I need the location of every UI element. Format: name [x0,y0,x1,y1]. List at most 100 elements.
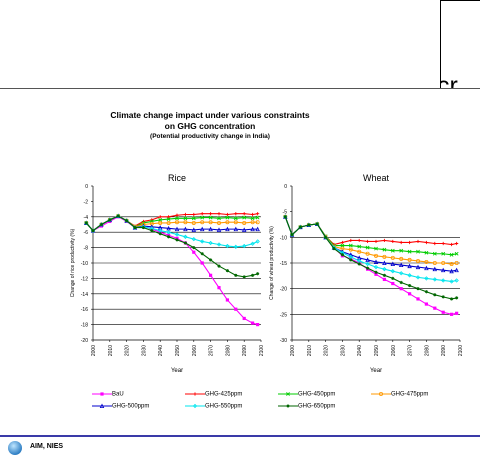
series-point-1-2-14 [399,248,404,253]
x-axis-label-0: Year [171,368,183,374]
series-point-1-0-21 [455,311,459,315]
series-point-0-1-10 [167,215,171,219]
x-tick-label-0-1: 2010 [108,345,114,356]
slide [0,88,480,462]
legend-label: BaU [112,391,124,398]
x-tick-label-1-10: 2100 [458,345,464,356]
series-point-0-0-13 [192,250,196,254]
series-point-1-6-14 [399,280,403,285]
series-point-1-3-20 [449,262,454,267]
title-subtitle: (Potential productivity change in India) [150,133,270,140]
legend-swatch-marker [192,403,198,409]
series-point-1-4-12 [382,260,387,266]
series-point-0-6-15 [209,258,213,262]
series-point-1-5-10 [365,261,370,267]
series-point-1-5-14 [399,271,404,276]
series-point-0-6-12 [183,241,187,245]
series-point-1-0-11 [374,272,378,276]
series-point-1-5-18 [432,277,437,282]
series-point-1-0-18 [433,306,437,310]
legend-swatch-marker [100,392,104,396]
series-point-0-2-10 [166,217,171,222]
series-point-1-6-2 [298,225,302,229]
series-point-1-6-16 [416,287,420,291]
y-tick-label-1-6: -30 [280,338,287,344]
y-tick-label-0-8: -16 [81,307,88,313]
legend-swatch [92,392,112,396]
series-point-0-2-17 [225,215,230,220]
series-point-1-3-19 [441,260,446,265]
legend-swatch-marker [286,392,290,396]
series-point-1-6-15 [408,283,412,288]
series-point-0-4-14 [199,226,205,232]
series-point-0-3-19 [242,220,247,225]
legend-swatch [185,392,205,396]
series-point-0-6-20 [251,273,255,277]
legend-label: GHG-650ppm [298,403,336,410]
series-point-1-3-9 [357,249,362,254]
y-tick-label-1-3: -15 [280,261,287,267]
y-tick-label-0-6: -12 [81,276,88,282]
title-line-2: on GHG concentration [164,121,256,131]
series-point-1-4-17 [424,265,429,271]
y-tick-label-1-0: 0 [284,184,287,190]
series-point-0-5-16 [216,242,222,247]
series-point-1-6-6 [332,247,336,251]
series-point-1-6-5 [324,235,328,239]
series-point-0-1-13 [192,212,196,217]
series-point-1-6-19 [441,295,445,299]
series-point-0-0-18 [234,307,238,311]
legend: BaU GHG-425ppm GHG-450ppm GHG-475ppm GHG-500… [92,390,472,420]
y-tick-label-0-1: -2 [84,199,89,205]
series-point-1-4-21 [454,267,459,273]
x-tick-label-1-5: 2050 [374,345,380,356]
series-point-1-4-10 [365,257,370,262]
series-point-0-4-21 [255,226,260,232]
series-point-1-6-11 [374,270,378,274]
series-point-0-6-17 [225,269,229,273]
series-point-0-1-15 [209,212,213,216]
series-point-1-2-12 [382,247,387,252]
legend-label: GHG-450ppm [298,391,336,398]
series-point-1-2-13 [390,248,395,253]
series-point-1-6-13 [391,276,395,280]
footer: AIM, NIES [0,437,480,461]
series-point-1-1-16 [416,239,420,244]
y-tick-label-1-1: -5 [283,210,288,216]
slide-title: Climate change impact under various cons… [60,110,360,141]
series-point-1-5-21 [454,278,459,283]
series-point-0-4-13 [191,227,197,232]
series-point-1-5-11 [373,264,379,270]
series-point-1-3-11 [373,253,378,258]
series-point-0-5-14 [200,239,205,244]
legend-label: GHG-475ppm [391,391,429,398]
footer-label: AIM, NIES [30,443,64,450]
series-point-1-5-20 [449,279,454,284]
y-tick-label-1-2: -10 [280,235,287,241]
series-line-0-0 [85,216,258,326]
series-point-1-6-17 [424,290,428,294]
legend-swatch [92,403,112,408]
series-point-1-6-21 [455,296,459,300]
series-point-1-1-18 [433,241,437,246]
series-point-0-4-10 [166,225,171,231]
legend-label: GHG-425ppm [205,391,243,398]
series-point-1-5-17 [424,276,429,281]
series-point-0-4-18 [233,226,239,232]
x-tick-label-1-9: 2090 [441,345,447,356]
legend-item: GHG-650ppm [278,402,335,410]
y-tick-label-0-0: 0 [85,184,88,190]
x-tick-label-0-6: 2060 [192,345,198,356]
legend-swatch-marker [286,404,290,408]
series-point-1-6-8 [349,258,353,262]
series-point-0-3-16 [216,220,221,225]
series-point-0-0-14 [200,261,204,265]
x-tick-label-1-0: 2000 [290,345,296,356]
x-tick-label-0-5: 2050 [175,345,181,356]
series-point-1-4-13 [390,261,396,267]
series-point-0-3-9 [158,220,163,225]
series-point-0-6-21 [256,272,260,276]
series-point-1-1-17 [424,240,428,245]
series-point-0-1-18 [234,212,238,216]
series-point-0-5-17 [225,243,230,249]
